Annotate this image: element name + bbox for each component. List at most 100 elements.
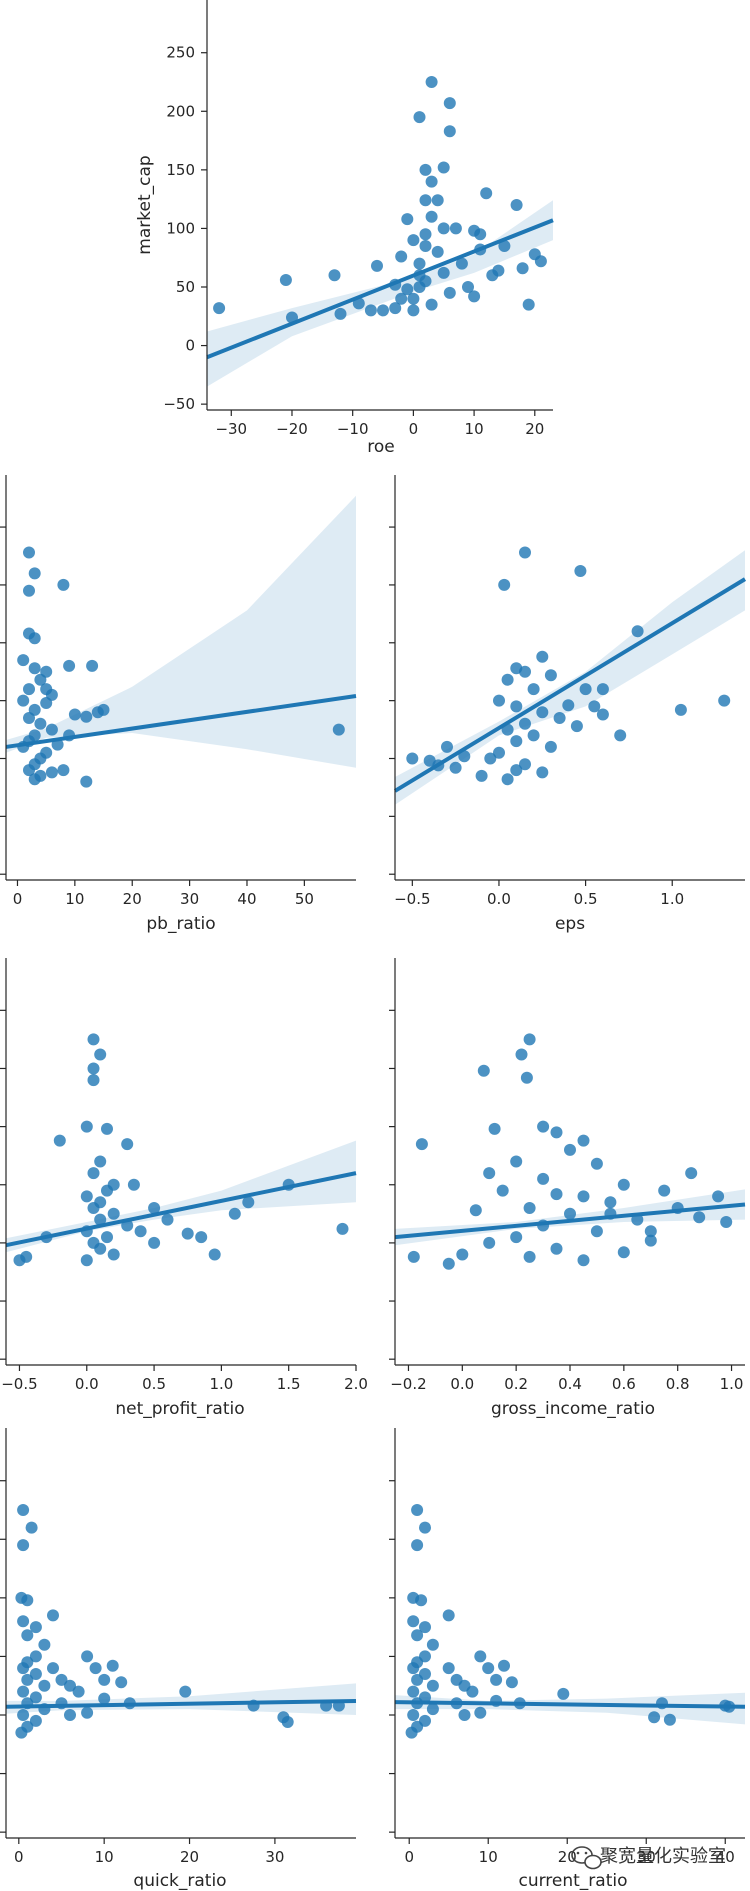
data-point [107, 1248, 120, 1261]
data-point [553, 712, 566, 724]
data-point [614, 729, 627, 742]
data-point [466, 1685, 479, 1698]
data-point [148, 1202, 161, 1214]
data-point [596, 708, 609, 721]
data-point [94, 1155, 107, 1168]
confidence-band [6, 495, 356, 768]
regression-line [394, 1700, 746, 1709]
x-tick-label: 0 [404, 1848, 414, 1866]
x-tick-label: 1.0 [660, 890, 684, 908]
data-point [34, 717, 47, 730]
data-point [590, 1157, 603, 1170]
data-point [336, 1222, 349, 1235]
data-point [442, 1609, 455, 1622]
data-point [648, 1711, 661, 1724]
data-point [242, 1196, 255, 1209]
data-point [431, 245, 444, 258]
data-point [401, 213, 414, 226]
data-point [437, 266, 450, 279]
data-point [127, 1178, 140, 1191]
data-point [47, 1609, 59, 1622]
data-point [519, 665, 531, 678]
data-point [431, 194, 444, 207]
data-point [550, 1242, 563, 1255]
regression-line [5, 1171, 357, 1248]
data-point [522, 298, 535, 311]
x-tick-label: 10 [65, 890, 84, 908]
data-point [29, 1668, 42, 1680]
data-point [426, 1703, 439, 1716]
data-point [94, 1048, 107, 1061]
data-point [406, 752, 419, 765]
watermark: 聚宽量化实验室 [571, 1846, 726, 1870]
x-tick-label: 0 [13, 890, 23, 908]
data-point [510, 735, 523, 748]
data-point [527, 729, 540, 742]
watermark-text: 聚宽量化实验室 [600, 1846, 726, 1867]
data-point [121, 1138, 134, 1151]
data-point [21, 1629, 34, 1642]
data-point [334, 307, 347, 320]
data-point [328, 269, 341, 282]
data-point [97, 703, 110, 716]
data-point [425, 175, 438, 188]
data-point [148, 1236, 161, 1249]
data-point [455, 257, 468, 270]
y-tick-label: 50 [176, 278, 195, 296]
data-point [94, 1242, 107, 1255]
data-point [720, 1216, 733, 1228]
gross-income-ratio-panel: gross_income_ratio −0.2 0.0 0.2 0.4 0.6 0.8 1.… [389, 958, 746, 1419]
x-tick-label: 0 [14, 1848, 24, 1866]
data-point [411, 1629, 424, 1642]
data-point [15, 1726, 28, 1739]
data-point [590, 1225, 603, 1238]
data-point [516, 262, 529, 275]
y-tick-label: 0 [185, 337, 195, 355]
data-point [544, 669, 557, 682]
data-point [407, 1685, 420, 1698]
data-point [426, 1638, 439, 1651]
data-point [426, 1679, 439, 1692]
data-point [564, 1143, 576, 1156]
data-point [407, 1709, 420, 1721]
data-point [419, 1521, 431, 1534]
data-point [519, 717, 531, 730]
data-point [28, 567, 41, 580]
data-point [510, 199, 523, 211]
net-profit-ratio-panel: net_profit_ratio −0.5 0.0 0.5 1.0 1.5 2.0 [0, 958, 368, 1419]
regression-line [5, 694, 357, 749]
data-point [68, 708, 81, 721]
y-tick-label: 200 [166, 102, 195, 120]
data-point [45, 723, 58, 736]
data-point [281, 1716, 294, 1728]
xlabel-net-profit-ratio: net_profit_ratio [115, 1399, 244, 1419]
data-point [413, 257, 426, 270]
data-point [443, 125, 456, 138]
data-point [106, 1659, 119, 1672]
data-point [101, 1122, 113, 1135]
data-point [411, 1504, 424, 1516]
data-point [718, 694, 731, 707]
data-point [474, 228, 487, 241]
data-point [617, 1246, 630, 1259]
data-point [437, 222, 450, 235]
data-point [574, 565, 587, 577]
data-point [94, 1213, 107, 1226]
data-point [490, 1673, 503, 1686]
data-point [631, 625, 644, 638]
data-point [425, 298, 438, 311]
data-point [482, 1662, 495, 1675]
data-point [23, 764, 35, 777]
data-point [23, 584, 35, 597]
x-tick-label: 10 [95, 1848, 114, 1866]
x-tick-label: 2.0 [344, 1375, 368, 1393]
confidence-band [6, 1140, 356, 1253]
data-point [21, 1594, 34, 1607]
data-point [81, 1706, 94, 1719]
data-point [544, 740, 557, 753]
data-point [475, 769, 488, 782]
x-tick-label: −10 [337, 420, 369, 438]
y-tick-label: 100 [166, 219, 195, 237]
current-ratio-panel: current_ratio 0 10 20 30 40 [389, 1428, 746, 1891]
